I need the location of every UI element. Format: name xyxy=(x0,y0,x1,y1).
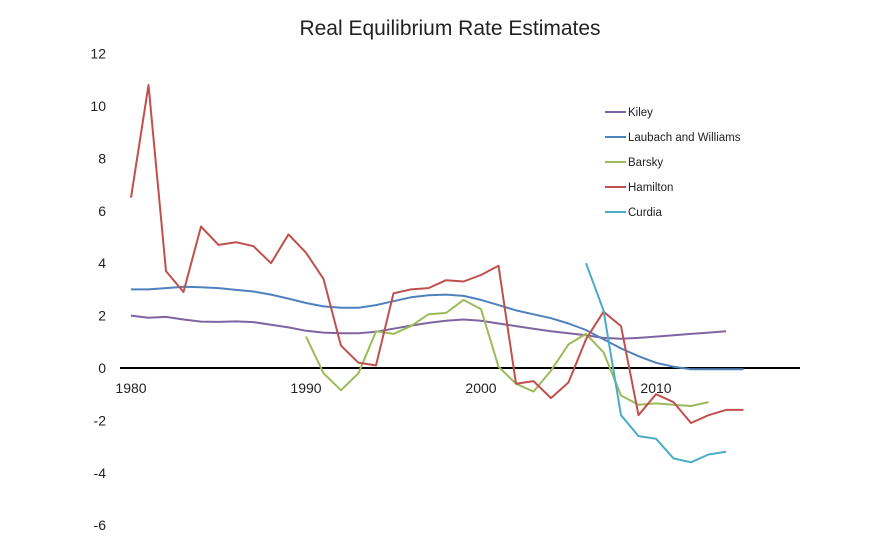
series-line-barsky xyxy=(305,298,709,407)
series-line-laubach-and-williams xyxy=(131,285,744,371)
series-lines xyxy=(130,84,744,464)
x-tick-label: 2010 xyxy=(640,380,671,396)
x-axis: 1980 1990 2000 2010 xyxy=(115,380,671,396)
y-tick-label: 12 xyxy=(90,46,106,62)
x-tick-label: 1990 xyxy=(290,380,321,396)
y-tick-label: 10 xyxy=(90,98,106,114)
legend-label: Hamilton xyxy=(628,182,673,194)
legend-label: Kiley xyxy=(628,107,653,119)
x-tick-label: 2000 xyxy=(465,380,496,396)
x-tick-label: 1980 xyxy=(115,380,146,396)
legend: Kiley Laubach and Williams Barsky Hamilton C… xyxy=(605,107,741,219)
y-axis: -6 -4 -2 0 2 4 6 8 10 12 xyxy=(90,46,106,534)
legend-label: Curdia xyxy=(628,207,662,219)
series-line-hamilton xyxy=(130,84,744,424)
legend-label: Barsky xyxy=(628,157,663,169)
y-tick-label: 4 xyxy=(98,255,106,271)
legend-label: Laubach and Williams xyxy=(628,132,741,144)
series-line-kiley xyxy=(130,314,727,340)
series-line-curdia xyxy=(585,262,727,464)
y-tick-label: -6 xyxy=(94,517,107,533)
y-tick-label: -2 xyxy=(94,412,107,428)
chart-title: Real Equilibrium Rate Estimates xyxy=(299,17,600,40)
y-tick-label: 8 xyxy=(98,150,106,166)
y-tick-label: 2 xyxy=(98,308,106,324)
y-tick-label: -4 xyxy=(94,465,107,481)
y-tick-label: 0 xyxy=(98,360,106,376)
y-tick-label: 6 xyxy=(98,203,106,219)
